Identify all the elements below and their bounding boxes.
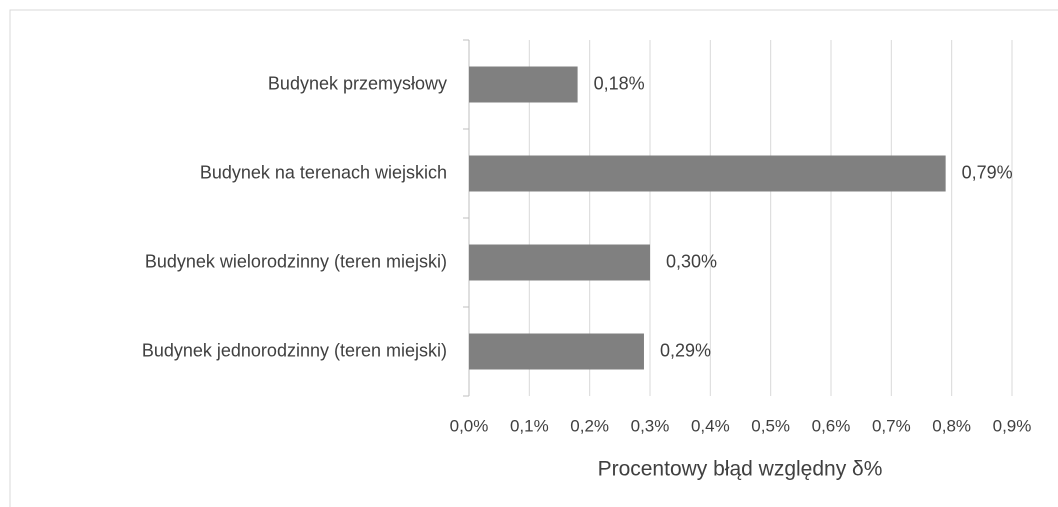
y-tick-label: Budynek na terenach wiejskich: [200, 162, 447, 182]
x-tick-label: 0,8%: [932, 416, 971, 435]
x-tick-label: 0,3%: [631, 416, 670, 435]
y-tick-label: Budynek wielorodzinny (teren miejski): [145, 251, 447, 271]
data-label: 0,29%: [660, 340, 711, 360]
x-tick-label: 0,4%: [691, 416, 730, 435]
y-tick-label: Budynek jednorodzinny (teren miejski): [142, 340, 447, 360]
data-label: 0,18%: [594, 73, 645, 93]
y-tick-label: Budynek przemysłowy: [268, 73, 447, 93]
x-tick-label: 0,2%: [570, 416, 609, 435]
x-tick-label: 0,6%: [812, 416, 851, 435]
x-tick-label: 0,7%: [872, 416, 911, 435]
x-tick-label: 0,5%: [751, 416, 790, 435]
x-tick-label: 0,1%: [510, 416, 549, 435]
bar: [469, 155, 946, 192]
chart-frame: [9, 9, 1058, 507]
data-label: 0,79%: [962, 162, 1013, 182]
data-label: 0,30%: [666, 251, 717, 271]
bar: [469, 333, 644, 370]
bar: [469, 66, 578, 103]
x-tick-label: 0,9%: [993, 416, 1032, 435]
x-tick-label: 0,0%: [450, 416, 489, 435]
x-axis-title: Procentowy błąd względny δ%: [598, 458, 883, 481]
bar: [469, 244, 650, 281]
